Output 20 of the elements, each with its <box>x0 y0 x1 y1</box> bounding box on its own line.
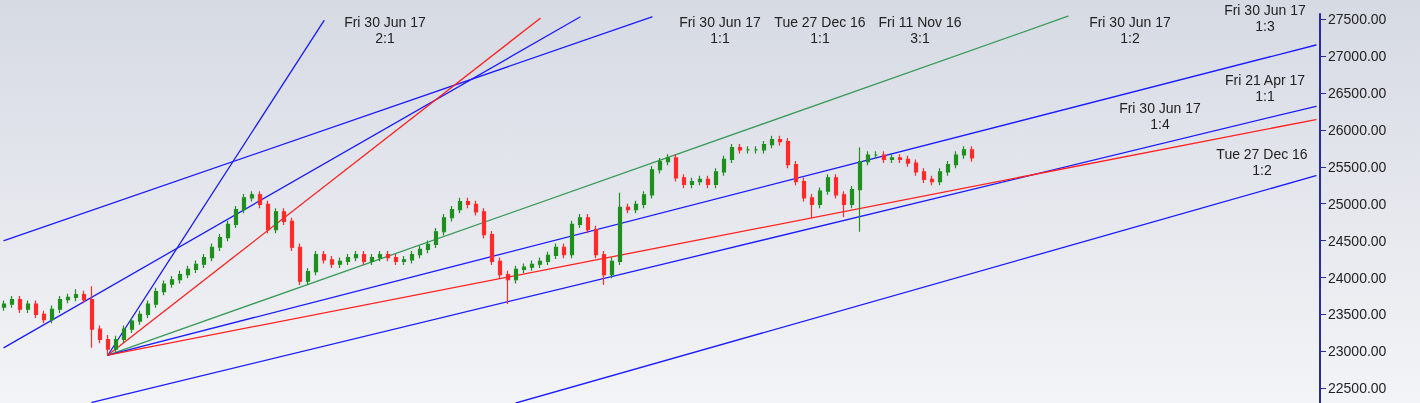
y-tick-label: 26000.00 <box>1328 121 1387 138</box>
y-tick-label: 24000.00 <box>1328 269 1387 286</box>
annotation: Fri 11 Nov 16 3:1 <box>878 14 962 46</box>
y-tick-label: 27500.00 <box>1328 11 1387 28</box>
y-tick-label: 23000.00 <box>1328 343 1387 360</box>
annotation: Fri 30 Jun 17 1:4 <box>1119 100 1202 132</box>
annotation: Fri 30 Jun 17 1:2 <box>1089 14 1172 46</box>
annotation: Fri 30 Jun 17 1:3 <box>1224 2 1307 34</box>
annotation: Fri 30 Jun 17 1:1 <box>679 14 762 46</box>
annotation: Tue 27 Dec 16 1:2 <box>1216 146 1308 178</box>
y-tick-label: 25000.00 <box>1328 195 1387 212</box>
y-tick-label: 25500.00 <box>1328 158 1387 175</box>
annotation: Tue 27 Dec 16 1:1 <box>774 14 866 46</box>
annotation: Fri 21 Apr 17 1:1 <box>1224 72 1306 104</box>
y-tick-label: 26500.00 <box>1328 84 1387 101</box>
y-tick-label: 24500.00 <box>1328 232 1387 249</box>
y-tick-label: 23500.00 <box>1328 306 1387 323</box>
annotation: Fri 30 Jun 17 2:1 <box>344 14 427 46</box>
y-tick-label: 22500.00 <box>1328 380 1387 397</box>
y-tick-label: 27000.00 <box>1328 48 1387 65</box>
